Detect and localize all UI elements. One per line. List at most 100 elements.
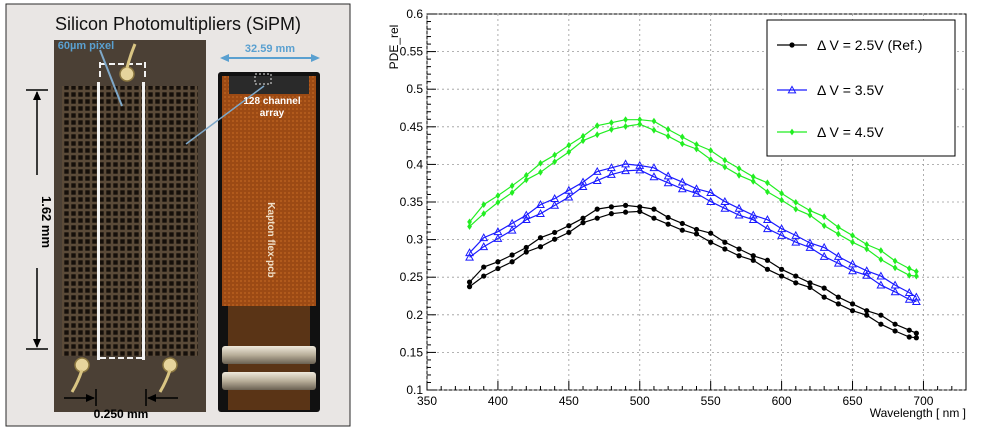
data-point: [580, 220, 586, 226]
data-point: [564, 185, 574, 194]
data-point: [578, 177, 588, 186]
data-point: [692, 184, 701, 193]
data-point: [807, 207, 813, 215]
data-point: [848, 259, 857, 268]
data-point: [706, 187, 716, 196]
array-width-dimension: [220, 54, 320, 62]
y-axis-label: PDE_rel: [387, 25, 401, 70]
data-point: [592, 175, 602, 184]
data-point: [862, 270, 872, 279]
data-point: [693, 226, 700, 233]
data-point: [750, 177, 756, 185]
y-tick-label: 0.55: [400, 45, 424, 59]
data-point: [850, 238, 855, 246]
data-point: [679, 133, 685, 141]
data-point: [663, 178, 673, 187]
data-point: [779, 189, 784, 197]
width-label: 0.250 mm: [94, 407, 149, 421]
data-point: [762, 215, 772, 224]
data-point: [594, 206, 600, 212]
data-point: [708, 156, 714, 163]
data-point: [635, 160, 645, 169]
data-point: [665, 221, 671, 227]
data-point: [493, 227, 503, 236]
data-point: [722, 163, 728, 171]
data-point: [835, 294, 841, 300]
data-point: [791, 230, 801, 239]
data-point: [580, 137, 586, 145]
data-point: [777, 224, 787, 233]
data-point: [764, 266, 771, 272]
data-point: [606, 169, 616, 178]
data-point: [750, 257, 756, 263]
data-point: [906, 271, 912, 279]
data-point: [538, 159, 543, 167]
data-point: [906, 327, 912, 333]
data-point: [833, 258, 843, 267]
data-point: [750, 253, 756, 259]
x-tick-label: 350: [417, 394, 437, 408]
data-point: [481, 210, 487, 218]
data-point: [864, 241, 870, 248]
data-point: [665, 126, 671, 133]
data-point: [467, 218, 472, 226]
data-point: [694, 145, 699, 153]
data-point: [833, 251, 843, 260]
data-point: [552, 151, 558, 159]
data-point: [608, 211, 614, 217]
data-point: [622, 202, 629, 208]
data-point: [623, 123, 628, 130]
pixel-size-label: 60µm pixel: [58, 40, 114, 52]
data-point: [606, 163, 616, 172]
data-point: [594, 122, 600, 130]
data-point: [807, 211, 813, 219]
data-point: [911, 297, 921, 306]
data-point: [734, 203, 744, 212]
data-point: [651, 126, 657, 134]
data-point: [594, 215, 600, 221]
data-point: [481, 273, 487, 279]
x-tick-label: 700: [913, 394, 933, 408]
chart-legend: Δ V = 2.5V (Ref.) Δ V = 3.5V Δ V = 4.5V: [766, 19, 956, 157]
data-point: [779, 266, 785, 272]
data-point: [748, 215, 758, 224]
data-point: [793, 205, 799, 213]
data-point: [706, 196, 716, 206]
data-point: [904, 287, 914, 296]
data-point: [694, 141, 699, 148]
data-point: [621, 166, 631, 175]
data-point: [536, 200, 545, 209]
data-point: [677, 177, 687, 186]
data-point: [537, 235, 544, 241]
data-point: [736, 171, 742, 179]
data-point: [821, 213, 827, 221]
data-point: [523, 249, 529, 255]
data-point: [878, 312, 884, 318]
data-point: [765, 179, 770, 187]
data-point: [911, 292, 921, 301]
data-point: [791, 237, 801, 246]
array-width-label: 32.59 mm: [245, 43, 295, 55]
y-tick-label: 0.4: [406, 157, 423, 171]
width-dimension: [64, 389, 178, 406]
data-point: [722, 239, 728, 245]
series-line: [469, 169, 917, 303]
data-point: [906, 334, 912, 340]
pde-chart: 350 400 450 500 550 600 650 700 0.10.150.20.250…: [387, 7, 967, 420]
data-point: [594, 131, 600, 139]
data-point: [892, 328, 898, 334]
data-point: [793, 273, 799, 279]
data-point: [807, 284, 813, 290]
data-point: [779, 273, 785, 279]
y-tick-label: 0.35: [400, 195, 424, 209]
data-point: [748, 210, 758, 219]
data-point: [764, 257, 771, 263]
data-point: [892, 264, 898, 272]
array-pointer-line: [185, 85, 265, 145]
data-point: [495, 192, 501, 200]
array-label-line2: array: [260, 108, 285, 119]
y-tick-label: 0.2: [406, 308, 423, 322]
data-point: [848, 266, 857, 275]
height-label: 1.62 mm: [39, 196, 54, 248]
data-point: [720, 203, 730, 212]
